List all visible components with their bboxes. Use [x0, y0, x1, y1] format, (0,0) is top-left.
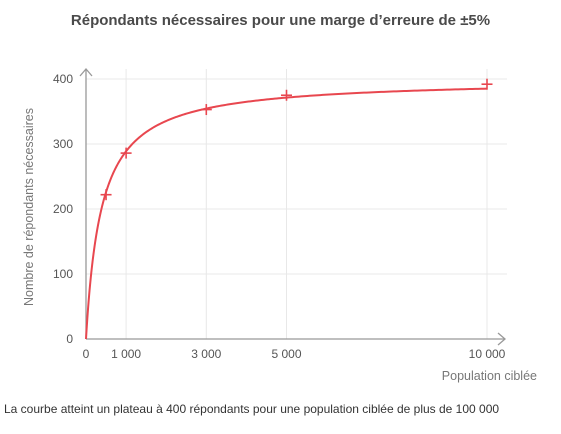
chart-caption: La courbe atteint un plateau à 400 répon…	[4, 402, 500, 416]
series-markers	[100, 78, 493, 201]
x-tick-label: 3 000	[191, 347, 221, 361]
data-point-marker	[281, 89, 292, 101]
x-tick-label: 1 000	[111, 347, 141, 361]
y-tick-label: 200	[53, 202, 73, 216]
x-tick-label: 5 000	[271, 347, 301, 361]
x-axis-title: Population ciblée	[442, 369, 537, 383]
y-tick-label: 100	[53, 267, 73, 281]
x-axis-arrow	[497, 332, 506, 346]
y-tick-label: 400	[53, 72, 73, 86]
data-point-marker	[200, 104, 212, 116]
chart-title: Répondants nécessaires pour une marge d’…	[70, 12, 491, 29]
y-axis-title: Nombre de répondants nécessaires	[22, 108, 36, 306]
tick-labels: 0 100 200 300 400 0 1 000 3 000 5 000 10 000	[53, 72, 506, 361]
series-line	[85, 87, 488, 340]
data-point-marker	[481, 78, 493, 90]
grid	[86, 69, 507, 339]
y-tick-label: 0	[66, 332, 73, 346]
y-tick-label: 300	[53, 137, 73, 151]
y-axis-arrow	[79, 68, 93, 77]
axes	[79, 68, 506, 346]
x-tick-label: 0	[83, 347, 90, 361]
data-point-marker	[100, 189, 112, 201]
x-tick-label: 10 000	[469, 347, 506, 361]
data-point-marker	[120, 147, 132, 159]
